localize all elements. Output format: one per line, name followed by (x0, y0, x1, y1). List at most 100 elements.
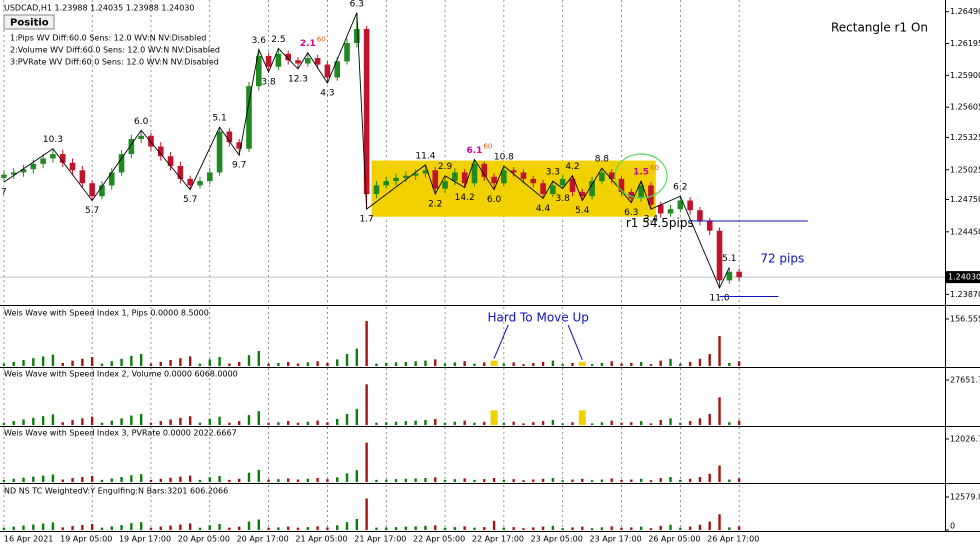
histogram-bar (247, 355, 251, 366)
histogram-bar (688, 361, 692, 366)
histogram-bar (561, 364, 564, 366)
histogram-bar (394, 479, 398, 482)
histogram-bar (188, 416, 192, 425)
histogram-bar (578, 410, 586, 425)
histogram-bar (688, 478, 692, 482)
histogram-bar (541, 526, 545, 530)
candle-body (69, 162, 76, 171)
highlight-circle (614, 153, 668, 199)
histogram-bar (336, 525, 339, 530)
candle-body (589, 181, 595, 197)
histogram-bar (698, 524, 702, 530)
wave-label: 3.4 (644, 215, 659, 225)
histogram-bar (630, 362, 633, 366)
candle-body (697, 210, 703, 222)
histogram-bar (483, 479, 486, 482)
x-tick-label: 22 Apr 17:00 (472, 535, 524, 544)
histogram-bar (139, 413, 143, 425)
histogram-bar (51, 522, 55, 530)
target-label: 72 pips (760, 251, 804, 265)
histogram-bar (551, 478, 555, 482)
histogram-bar (32, 358, 35, 366)
histogram-bar (247, 521, 251, 530)
wave-label: 12.3 (288, 74, 308, 84)
histogram-bar (169, 419, 172, 425)
position-button-label[interactable]: Positio (10, 18, 49, 29)
histogram-bar (61, 527, 64, 530)
wave-label: 10.8 (494, 152, 514, 162)
histogram-bar (385, 479, 388, 482)
candle-body (706, 221, 713, 231)
last-price-box (946, 271, 980, 284)
candle-body (89, 183, 95, 197)
histogram-bar (355, 518, 359, 530)
candle-body (59, 154, 66, 163)
x-tick-label: 23 Apr 17:00 (590, 535, 642, 544)
histogram-bar (610, 420, 613, 425)
histogram-bar (159, 478, 162, 482)
wave-label: 8.8 (595, 155, 610, 165)
histogram-bar (483, 421, 486, 425)
histogram-bar (728, 479, 731, 482)
wave-label: 11.0 (710, 293, 730, 303)
histogram-bar (453, 527, 457, 530)
histogram-bar (22, 525, 25, 530)
candle-body (314, 58, 321, 65)
histogram-bar (208, 418, 211, 425)
histogram-bar (71, 526, 74, 530)
wave-label: 5.1 (722, 254, 736, 264)
wave-label: 14.2 (455, 193, 475, 203)
histogram-bar (443, 479, 447, 482)
histogram-bar (149, 527, 153, 530)
histogram-bar (718, 335, 721, 366)
histogram-bar (424, 478, 427, 482)
histogram-bar (679, 363, 682, 366)
histogram-bar (287, 421, 290, 425)
candle-body (128, 139, 135, 155)
wave-label: 1.7 (359, 215, 373, 225)
wave-label: 4.2 (565, 162, 579, 172)
histogram-bar (718, 514, 721, 530)
candle-body (167, 156, 174, 166)
histogram-bar (296, 363, 300, 366)
histogram-bar (41, 475, 45, 482)
histogram-bar (355, 470, 359, 482)
position-button[interactable] (3, 14, 55, 30)
panel-title: ND NS TC WeightedV:Y Engulfing:N Bars:32… (4, 487, 228, 496)
histogram-bar (345, 353, 349, 366)
histogram-bar (669, 418, 672, 425)
histogram-bar (728, 527, 731, 530)
y-tick-label: 1.26490 (950, 7, 980, 16)
candle-body (736, 271, 742, 278)
candle-body (687, 200, 693, 211)
candle-body (628, 191, 635, 199)
histogram-bar (698, 476, 702, 482)
histogram-bar (90, 416, 94, 425)
histogram-bar (149, 363, 153, 366)
histogram-bar (659, 525, 662, 530)
histogram-bar (434, 359, 437, 366)
histogram-bar (208, 359, 211, 366)
histogram-bar (708, 521, 711, 530)
histogram-bar (639, 478, 643, 482)
wave-label: 4.3 (320, 88, 334, 98)
histogram-bar (522, 364, 525, 366)
histogram-bar (718, 397, 721, 425)
histogram-bar (434, 525, 437, 530)
histogram-bar (71, 420, 74, 425)
histogram-bar (512, 421, 515, 425)
histogram-bar (473, 422, 476, 425)
histogram-bar (473, 527, 476, 530)
histogram-bar (532, 362, 535, 366)
histogram-bar (434, 477, 437, 482)
candle-body (324, 64, 331, 78)
histogram-bar (61, 362, 64, 366)
histogram-bar (522, 528, 525, 530)
histogram-bar (394, 362, 398, 366)
wave-label: 5.7 (183, 195, 197, 205)
histogram-bar (188, 523, 192, 530)
candle-body (618, 178, 625, 192)
histogram-bar (257, 411, 260, 425)
histogram-bar (316, 420, 319, 425)
legend-line: 3:PVRate WV Diff:60.0 Sens: 12.0 WV:N NV… (10, 58, 219, 67)
